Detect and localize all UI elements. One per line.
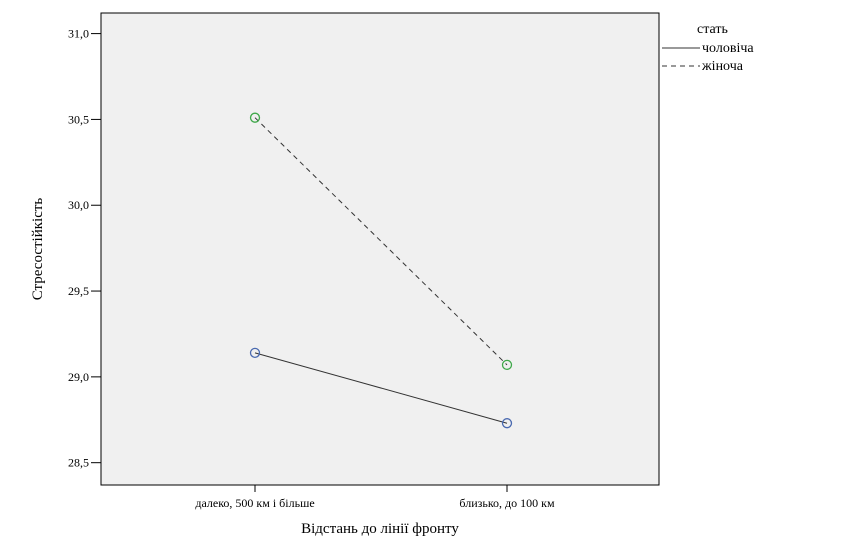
- series-layer: [249, 112, 513, 429]
- y-tick-label: 29,0: [68, 370, 89, 384]
- plot-area: [100, 12, 660, 486]
- y-tick-label: 31,0: [68, 27, 89, 41]
- x-axis-title: Відстань до лінії фронту: [301, 521, 459, 537]
- x-tick-label: близько, до 100 км: [459, 496, 555, 510]
- legend: стать чоловіча жіноча: [662, 22, 754, 74]
- y-axis-title: Стресостійкість: [30, 198, 46, 301]
- data-point: [501, 418, 513, 429]
- x-axis: далеко, 500 км і більше близько, до 100 к…: [195, 485, 555, 510]
- series-line-1: [254, 352, 508, 424]
- legend-label: жіноча: [701, 59, 744, 74]
- legend-label: чоловіча: [702, 41, 754, 56]
- series-line-2: [254, 117, 508, 366]
- y-tick-label: 29,5: [68, 284, 89, 298]
- x-tick-label: далеко, 500 км і більше: [195, 496, 314, 510]
- y-tick-label: 30,5: [68, 112, 89, 126]
- y-tick-label: 28,5: [68, 456, 89, 470]
- y-tick-label: 30,0: [68, 198, 89, 212]
- data-point: [249, 347, 261, 358]
- data-point: [249, 112, 261, 123]
- y-axis: 28,5 29,0 29,5 30,0 30,5 31,0: [68, 27, 101, 470]
- legend-title: стать: [697, 22, 728, 37]
- data-point: [501, 359, 513, 371]
